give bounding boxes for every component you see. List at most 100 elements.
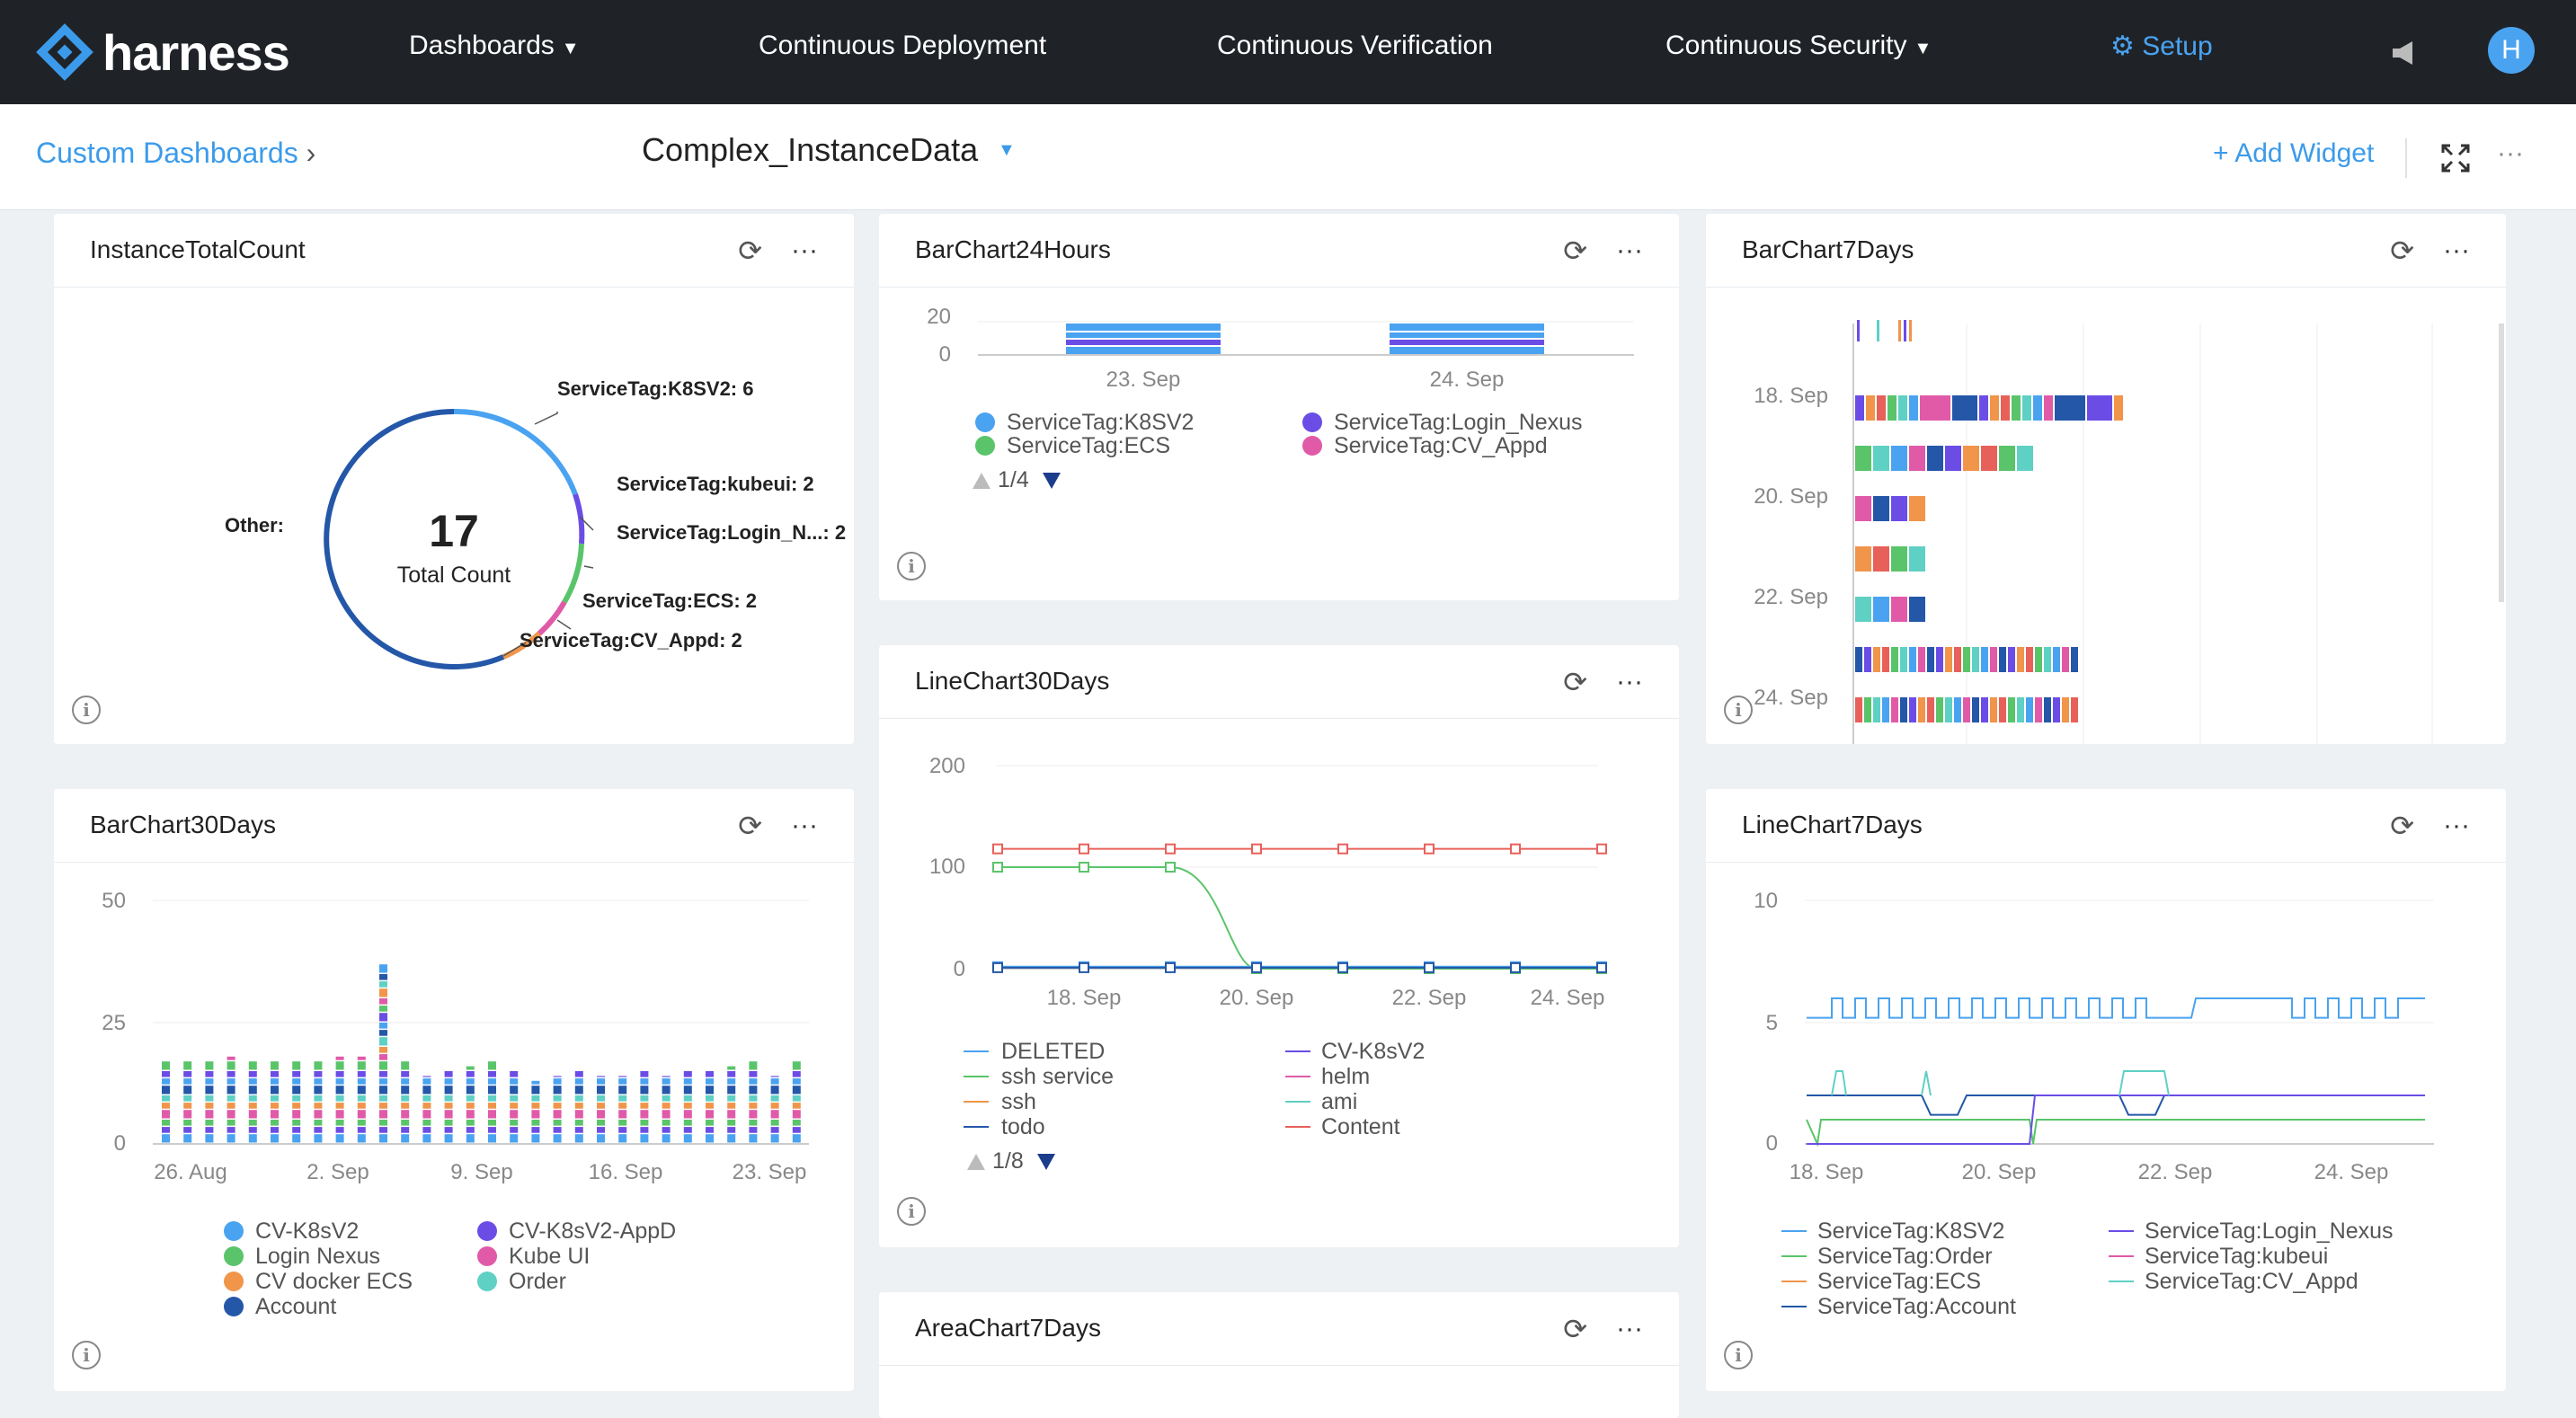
bar-segment <box>162 1061 170 1070</box>
bar-segment <box>379 1078 387 1085</box>
refresh-icon[interactable]: ⟳ <box>738 810 763 842</box>
bar-segment <box>510 1127 519 1133</box>
info-icon[interactable]: i <box>1724 1341 1753 1369</box>
hbar-segment <box>1927 446 1943 471</box>
bar-segment <box>727 1127 736 1133</box>
bar-segment <box>574 1110 583 1119</box>
hbar-segment <box>1866 395 1875 421</box>
nav-continuous-security[interactable]: Continuous Security ▼ <box>1666 31 1932 61</box>
hbar-segment <box>1999 647 2006 672</box>
bar-segment <box>792 1078 801 1085</box>
line-point <box>1165 962 1176 973</box>
info-icon[interactable]: i <box>72 696 101 724</box>
bar-segment <box>248 1061 257 1070</box>
more-options-icon[interactable]: ··· <box>1616 667 1643 696</box>
bar-segment <box>662 1127 671 1133</box>
bar-segment <box>379 1134 387 1143</box>
hbar-segment <box>1999 697 2006 722</box>
refresh-icon[interactable]: ⟳ <box>1563 1313 1588 1345</box>
hbar-segment <box>1855 546 1871 572</box>
more-options-icon[interactable]: ··· <box>1616 1314 1643 1343</box>
refresh-icon[interactable]: ⟳ <box>738 235 763 267</box>
hbar-segment <box>1999 446 2015 471</box>
widget-header: BarChart7Days ⟳ ··· <box>1706 214 2506 288</box>
bar-segment <box>205 1110 214 1119</box>
bar-segment <box>183 1078 192 1085</box>
bar-segment <box>574 1134 583 1143</box>
info-icon[interactable]: i <box>1724 696 1753 724</box>
info-icon[interactable]: i <box>897 552 926 580</box>
more-options-icon[interactable]: ··· <box>791 235 818 265</box>
bar-segment <box>531 1080 540 1085</box>
bar-segment <box>683 1103 692 1109</box>
breadcrumb[interactable]: Custom Dashboards › <box>36 137 315 170</box>
y-tick: 0 <box>954 957 965 981</box>
more-options-icon[interactable]: ··· <box>2497 138 2524 168</box>
info-icon[interactable]: i <box>897 1197 926 1226</box>
bar-segment <box>466 1103 475 1109</box>
user-avatar[interactable]: H <box>2488 27 2535 74</box>
top-nav-bar: harness Dashboards ▼ Continuous Deploymen… <box>0 0 2576 104</box>
more-options-icon[interactable]: ··· <box>2443 811 2470 840</box>
harness-logo-icon <box>36 23 93 81</box>
nav-continuous-verification[interactable]: Continuous Verification <box>1217 31 1493 60</box>
hbar-segment <box>2017 697 2024 722</box>
bar-segment <box>227 1086 235 1095</box>
bar-segment <box>488 1110 496 1119</box>
refresh-icon[interactable]: ⟳ <box>1563 235 1588 267</box>
legend-item: CV-K8sV2-AppD <box>509 1219 676 1244</box>
x-tick: 18. Sep <box>1047 986 1122 1010</box>
hbar-segment <box>2053 647 2060 672</box>
hbar-segment <box>2008 647 2015 672</box>
nav-dashboards[interactable]: Dashboards ▼ <box>409 31 580 61</box>
page-title[interactable]: Complex_InstanceData <box>642 131 979 168</box>
bar-segment <box>379 1047 387 1053</box>
fullscreen-icon[interactable] <box>2439 142 2472 174</box>
bar-segment <box>379 1013 387 1022</box>
hbar-segment <box>1891 597 1907 622</box>
label-login: ServiceTag:Login_N...: 2 <box>617 521 846 544</box>
refresh-icon[interactable]: ⟳ <box>1563 666 1588 698</box>
total-value: 17 <box>429 506 479 556</box>
harness-logo[interactable]: harness <box>36 23 290 81</box>
bar-segment <box>618 1103 627 1109</box>
add-widget-button[interactable]: + Add Widget <box>2213 138 2375 168</box>
y-tick: 20 <box>927 305 951 329</box>
megaphone-icon[interactable] <box>2391 40 2421 66</box>
slice-other <box>324 409 505 669</box>
more-options-icon[interactable]: ··· <box>791 811 818 840</box>
hbar-segment <box>1909 647 1916 672</box>
hbar-segment <box>1952 395 1977 421</box>
bar-segment <box>335 1056 344 1060</box>
bar-segment <box>683 1095 692 1102</box>
bar-segment <box>444 1071 453 1077</box>
refresh-icon[interactable]: ⟳ <box>2390 810 2415 842</box>
bar-segment <box>271 1078 279 1085</box>
bar-segment <box>727 1071 736 1077</box>
more-options-icon[interactable]: ··· <box>2443 235 2470 265</box>
bar-segment <box>183 1061 192 1070</box>
nav-continuous-deployment[interactable]: Continuous Deployment <box>759 31 1047 60</box>
bar-segment <box>183 1120 192 1126</box>
widget-title: BarChart24Hours <box>915 235 1111 263</box>
widget-header: BarChart24Hours ⟳ ··· <box>879 214 1679 288</box>
bar-segment <box>379 1061 387 1070</box>
hbar-segment <box>1855 496 1871 521</box>
horizontal-bar-chart-7d: 18. Sep 20. Sep 22. Sep 24. Sep <box>1754 320 2504 744</box>
more-options-icon[interactable]: ··· <box>1616 235 1643 265</box>
bar-segment <box>379 1023 387 1029</box>
slice-login <box>562 543 584 604</box>
bar-segment <box>792 1071 801 1077</box>
refresh-icon[interactable]: ⟳ <box>2390 235 2415 267</box>
info-icon[interactable]: i <box>72 1341 101 1369</box>
y-tick: 50 <box>102 889 126 913</box>
bar-segment <box>422 1134 431 1143</box>
caret-down-icon[interactable]: ▼ <box>998 140 1016 160</box>
nav-setup[interactable]: ⚙ Setup <box>2110 31 2213 62</box>
bar-segment <box>401 1086 410 1095</box>
legend-item: ServiceTag:CV_Appd <box>1334 433 1548 458</box>
bar-segment <box>292 1071 301 1077</box>
bar-segment <box>357 1134 366 1143</box>
bar-segment <box>248 1110 257 1119</box>
bar-segment <box>183 1071 192 1077</box>
